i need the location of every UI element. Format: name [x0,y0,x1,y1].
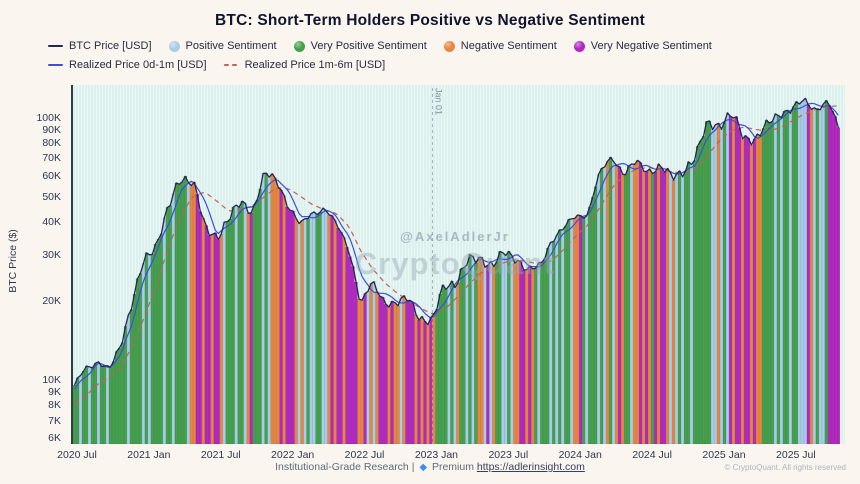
legend-item-label: Very Negative Sentiment [590,40,712,52]
x-axis-ticks: 2020 Jul 2021 Jan 2021 Jul 2022 Jan 2022 Jul… [57,449,845,463]
y-tick-50K: 50K [42,190,61,203]
footer-premium-text: Premium [431,461,474,473]
legend-item-5[interactable]: Realized Price 0d-1m [USD] [48,59,207,71]
positive-sentiment-marker-icon [168,40,180,52]
chart-legend: BTC Price [USD] Positive Sentiment Very Po… [48,40,838,71]
y-tick-10K: 10K [42,373,61,386]
x-tick-2021-Jan: 2021 Jan [127,449,171,461]
x-tick-2023-Jul: 2023 Jul [488,449,529,461]
legend-item-label: BTC Price [USD] [69,40,152,52]
legend-item-label: Realized Price 1m-6m [USD] [244,59,386,71]
y-axis-ticks: 100K 90K 80K 70K 60K 50K 40K 30K 20K 10K 9K 8K 7K 6K [0,0,66,484]
x-tick-2022-Jul: 2022 Jul [344,449,385,461]
legend-item-label: Negative Sentiment [460,40,557,52]
line-marker-icon [48,64,63,66]
negative-sentiment-marker-icon [443,40,455,52]
x-tick-2025-Jan: 2025 Jan [702,449,746,461]
line-marker-icon [48,45,63,47]
footer-research-text: Institutional-Grade Research | [275,461,415,473]
chart-title: BTC: Short-Term Holders Positive vs Nega… [215,12,645,29]
sentiment-bars-chart [73,88,840,444]
event-line-label: Jan 01 [433,88,444,116]
x-tick-2024-Jan: 2024 Jan [558,449,602,461]
y-tick-60K: 60K [42,169,61,182]
y-tick-90K: 90K [42,123,61,136]
y-tick-6K: 6K [48,432,61,445]
y-tick-7K: 7K [48,414,61,427]
y-tick-30K: 30K [42,248,61,261]
adlerinsight-link[interactable]: https://adlerinsight.com [476,461,585,473]
sentiment-bars [73,98,840,444]
x-tick-2024-Jul: 2024 Jul [632,449,672,461]
legend-item-label: Very Positive Sentiment [310,40,427,52]
legend-item-label: Realized Price 0d-1m [USD] [69,59,207,71]
y-tick-9K: 9K [48,385,61,398]
plot-area[interactable]: @AxelAdlerJr CryptoQuant [71,85,845,444]
x-tick-2023-Jan: 2023 Jan [414,449,459,461]
y-tick-80K: 80K [42,136,61,149]
premium-diamond-icon: ◆ [419,462,428,473]
x-tick-2022-Jan: 2022 Jan [271,449,315,461]
x-tick-2021-Jul: 2021 Jul [200,449,241,461]
x-tick-2025-Jul: 2025 Jul [776,449,816,461]
y-tick-70K: 70K [42,152,61,165]
realized-price-0d-1m-line [74,102,839,390]
btc-price-line [73,97,839,386]
y-tick-8K: 8K [48,399,61,412]
legend-item-0[interactable]: BTC Price [USD] [48,40,152,52]
y-tick-20K: 20K [42,294,61,307]
legend-item-1[interactable]: Positive Sentiment [168,40,277,52]
footer: Institutional-Grade Research | ◆ Premium… [0,461,860,473]
legend-item-4[interactable]: Very Negative Sentiment [573,40,712,52]
legend-item-3[interactable]: Negative Sentiment [443,40,557,52]
legend-item-6[interactable]: Realized Price 1m-6m [USD] [223,59,386,71]
legend-item-label: Positive Sentiment [185,40,277,52]
realized-price-1m-6m-line [74,105,839,405]
very-negative-sentiment-marker-icon [573,40,585,52]
y-tick-100K: 100K [36,111,61,124]
x-tick-2020-Jul: 2020 Jul [57,449,97,461]
copyright-notice: © CryptoQuant. All rights reserved [724,463,847,472]
dashed-line-marker-icon [223,64,239,66]
y-tick-40K: 40K [42,215,61,228]
legend-item-2[interactable]: Very Positive Sentiment [293,40,427,52]
very-positive-sentiment-marker-icon [293,40,305,52]
